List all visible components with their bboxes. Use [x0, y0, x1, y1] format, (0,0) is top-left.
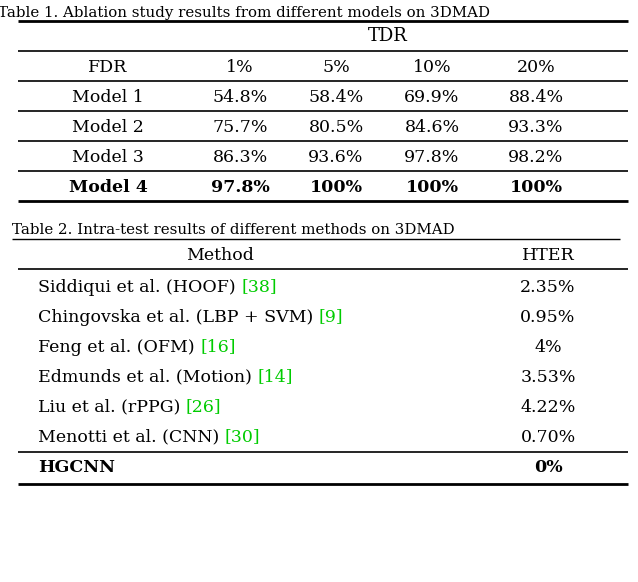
Text: Chingovska et al. (LBP + SVM): Chingovska et al. (LBP + SVM): [38, 308, 319, 325]
Text: [30]: [30]: [225, 428, 260, 445]
Text: 1%: 1%: [226, 59, 254, 76]
Text: Model 4: Model 4: [68, 179, 147, 196]
Text: Liu et al. (rPPG): Liu et al. (rPPG): [38, 399, 186, 416]
Text: 69.9%: 69.9%: [404, 89, 460, 106]
Text: Table 2. Intra-test results of different methods on 3DMAD: Table 2. Intra-test results of different…: [12, 223, 455, 237]
Text: Model 2: Model 2: [72, 119, 144, 136]
Text: Menotti et al. (CNN): Menotti et al. (CNN): [38, 428, 225, 445]
Text: 4.22%: 4.22%: [521, 399, 575, 416]
Text: Siddiqui et al. (HOOF): Siddiqui et al. (HOOF): [38, 279, 241, 296]
Text: 88.4%: 88.4%: [508, 89, 563, 106]
Text: 100%: 100%: [309, 179, 362, 196]
Text: FDR: FDR: [88, 59, 128, 76]
Text: Table 1. Ablation study results from different models on 3DMAD: Table 1. Ablation study results from dif…: [0, 6, 490, 20]
Text: [14]: [14]: [257, 368, 293, 385]
Text: 80.5%: 80.5%: [308, 119, 364, 136]
Text: 93.3%: 93.3%: [508, 119, 564, 136]
Text: 0%: 0%: [534, 459, 562, 475]
Text: 0.70%: 0.70%: [521, 428, 575, 445]
Text: 10%: 10%: [413, 59, 451, 76]
Text: [9]: [9]: [319, 308, 343, 325]
Text: 84.6%: 84.6%: [404, 119, 459, 136]
Text: 54.8%: 54.8%: [212, 89, 267, 106]
Text: 97.8%: 97.8%: [404, 149, 460, 166]
Text: 98.2%: 98.2%: [508, 149, 564, 166]
Text: 2.35%: 2.35%: [520, 279, 575, 296]
Text: 100%: 100%: [406, 179, 459, 196]
Text: 97.8%: 97.8%: [211, 179, 269, 196]
Text: 3.53%: 3.53%: [520, 368, 575, 385]
Text: Model 3: Model 3: [72, 149, 144, 166]
Text: 4%: 4%: [534, 339, 562, 356]
Text: HGCNN: HGCNN: [38, 459, 115, 475]
Text: 100%: 100%: [510, 179, 563, 196]
Text: 75.7%: 75.7%: [212, 119, 268, 136]
Text: 58.4%: 58.4%: [308, 89, 364, 106]
Text: 20%: 20%: [517, 59, 555, 76]
Text: 93.6%: 93.6%: [308, 149, 364, 166]
Text: Feng et al. (OFM): Feng et al. (OFM): [38, 339, 200, 356]
Text: Method: Method: [186, 247, 254, 264]
Text: TDR: TDR: [368, 27, 408, 45]
Text: [26]: [26]: [186, 399, 221, 416]
Text: 5%: 5%: [322, 59, 350, 76]
Text: [38]: [38]: [241, 279, 277, 296]
Text: 86.3%: 86.3%: [212, 149, 267, 166]
Text: 0.95%: 0.95%: [521, 308, 575, 325]
Text: HTER: HTER: [522, 247, 574, 264]
Text: [16]: [16]: [200, 339, 235, 356]
Text: Model 1: Model 1: [72, 89, 144, 106]
Text: Edmunds et al. (Motion): Edmunds et al. (Motion): [38, 368, 257, 385]
